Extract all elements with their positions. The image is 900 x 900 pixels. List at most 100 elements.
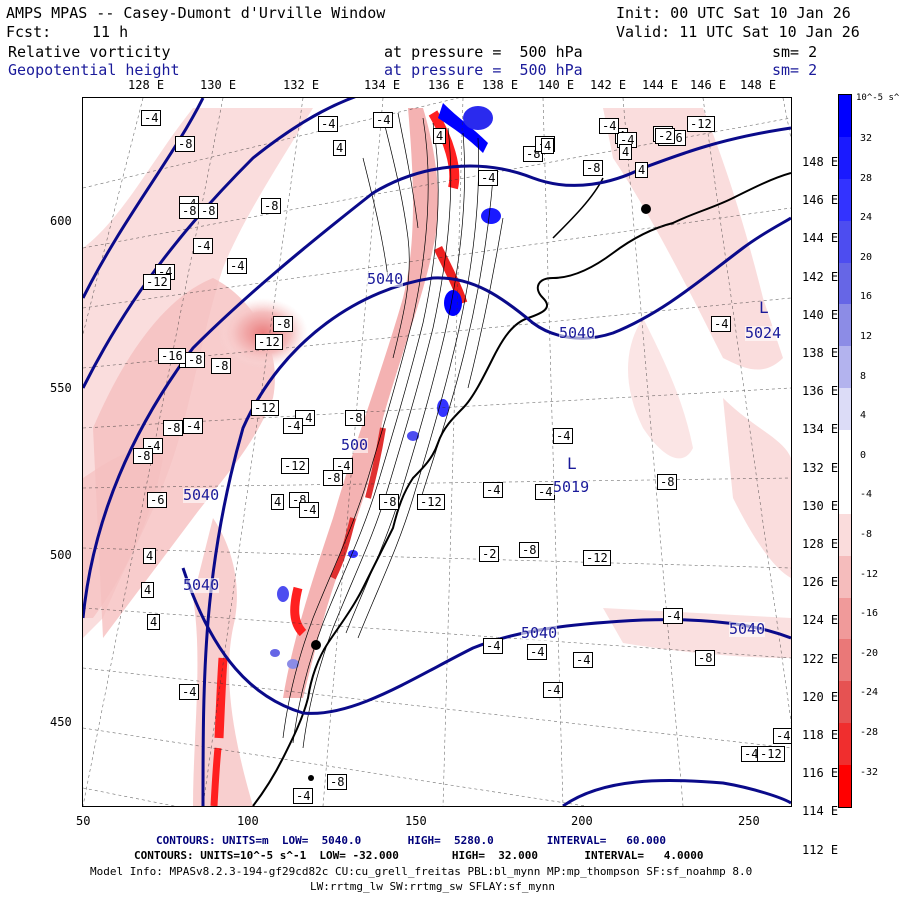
vorticity-contour-label: -12	[255, 334, 283, 350]
colorbar-tick: -16	[860, 608, 879, 620]
vorticity-contour-label: 4	[143, 548, 157, 564]
colorbar-tick: -12	[860, 568, 879, 580]
right-lon-label: 118 E	[802, 728, 839, 742]
y-tick: 550	[50, 381, 72, 395]
colorbar-segment	[839, 95, 851, 138]
coastline	[252, 172, 791, 806]
colorbar-unit: 10^-5 s^-1	[856, 93, 900, 103]
vorticity-contour-label: -4	[193, 238, 214, 254]
right-lon-label: 132 E	[802, 460, 839, 475]
top-lon-label: 130 E	[200, 78, 237, 92]
top-lon-label: 142 E	[590, 78, 627, 92]
vorticity-contour-label: -4	[478, 170, 499, 186]
vorticity-contour-label: -8	[261, 198, 282, 214]
colorbar-tick: -24	[860, 687, 879, 699]
colorbar-segment	[839, 681, 851, 724]
top-lon-label: 138 E	[482, 78, 519, 92]
vorticity-contour-label: 4	[271, 494, 285, 510]
right-lon-label: 116 E	[802, 766, 839, 781]
vorticity-contour-label: -4	[373, 112, 394, 128]
top-lon-label: 134 E	[364, 78, 401, 92]
vorticity-contour-label: -4	[527, 644, 548, 660]
vorticity-contour-label: -8	[323, 470, 344, 486]
footer-model-info: Model Info: MPASv8.2.3-194-gf29cd82c CU:…	[90, 865, 753, 878]
right-lon-label: 112 E	[802, 842, 839, 857]
strong-vorticity-streaks	[210, 110, 468, 806]
vorticity-contour-label: 4	[635, 162, 649, 178]
vorticity-contour-label: -4	[318, 116, 339, 132]
y-tick: 600	[50, 214, 72, 228]
vorticity-contour-label: 4	[333, 140, 347, 156]
low-pressure-marker: L	[567, 454, 577, 473]
height-contour-label: 5019	[553, 478, 590, 496]
low-pressure-marker: L	[759, 298, 769, 317]
right-lon-label: 146 E	[802, 193, 839, 208]
field1-sm: sm= 2	[772, 43, 818, 61]
right-lon-label: 142 E	[802, 269, 839, 284]
colorbar-segment	[839, 597, 851, 640]
vorticity-contour-label: -8	[273, 316, 294, 332]
init-time: Init: 00 UTC Sat 10 Jan 26	[616, 4, 851, 22]
vorticity-contour-label: -8	[345, 410, 366, 426]
right-lon-label: 122 E	[802, 651, 839, 666]
colorbar-segment	[839, 304, 851, 347]
vorticity-contour-label: -8	[198, 203, 219, 219]
right-lon-label: 126 E	[802, 575, 839, 590]
vorticity-contour-label: -4	[227, 258, 248, 274]
vorticity-contour-label: -12	[281, 458, 309, 474]
colorbar-tick: -8	[860, 529, 873, 540]
vorticity-contour-label: -2	[655, 128, 676, 144]
dense-vorticity-contours	[282, 112, 504, 749]
colorbar-segment	[839, 136, 851, 180]
colorbar-segment	[839, 346, 851, 389]
x-tick: 150	[405, 814, 427, 828]
vorticity-contour-label: 4	[147, 614, 161, 630]
top-lon-label: 140 E	[538, 78, 575, 92]
vorticity-contour-label: -6	[147, 492, 168, 508]
vorticity-contour-label: -8	[175, 136, 196, 152]
colorbar-segment	[839, 723, 851, 766]
vorticity-contour-label: -8	[211, 358, 232, 374]
top-lon-label: 128 E	[128, 78, 165, 92]
colorbar-tick: 28	[860, 172, 873, 184]
colorbar-segment	[839, 388, 851, 431]
footer-vorticity-contours: CONTOURS: UNITS=10^-5 s^-1 LOW= -32.000 …	[134, 849, 704, 862]
right-lon-label: 120 E	[802, 689, 839, 704]
vorticity-contour-label: 4	[541, 138, 555, 154]
height-contour-label: 5040	[183, 486, 220, 504]
right-lon-label: 124 E	[802, 613, 839, 628]
vorticity-contour-label: -8	[695, 650, 716, 666]
vorticity-contour-label: -4	[483, 638, 504, 654]
vorticity-contour-label: -16	[158, 348, 186, 364]
height-contour-label: 500	[341, 436, 369, 454]
station-marker	[308, 775, 314, 781]
vorticity-contour-label: -8	[163, 420, 184, 436]
positive-vorticity-fill	[270, 103, 501, 669]
right-lon-label: 128 E	[802, 537, 839, 551]
map-plot-area: -4-8-4-8-4-44-4-8-4-844-444-4-8-16-12-8-…	[82, 97, 792, 807]
y-tick: 500	[50, 548, 72, 562]
colorbar-tick: 8	[860, 370, 867, 382]
vorticity-contour-label: -4	[599, 118, 620, 134]
vorticity-contour-label: -4	[617, 132, 638, 148]
vorticity-contour-label: -4	[179, 684, 200, 700]
colorbar-tick: 20	[860, 251, 873, 263]
vorticity-contour-label: -4	[535, 484, 556, 500]
vorticity-contour-label: -4	[573, 652, 594, 668]
colorbar-segment	[839, 220, 851, 264]
vorticity-contour-label: -8	[289, 492, 310, 508]
x-tick: 50	[76, 814, 91, 828]
vorticity-contour-label: -12	[583, 550, 611, 566]
height-contour-label: 5040	[183, 576, 220, 594]
colorbar-tick: -4	[860, 489, 873, 501]
top-lon-label: 148 E	[740, 78, 777, 92]
vorticity-contour-label: -12	[251, 400, 279, 416]
vorticity-contour-label: -4	[773, 728, 791, 744]
right-lon-label: 130 E	[802, 498, 839, 513]
colorbar-segment	[839, 262, 851, 305]
footer-physics-info: LW:rrtmg_lw SW:rrtmg_sw SFLAY:sf_mynn	[310, 880, 556, 893]
field2-level: at pressure = 500 hPa	[384, 61, 583, 79]
vorticity-contour-label: -12	[143, 274, 171, 290]
vorticity-contour-label: -4	[183, 418, 204, 434]
colorbar-tick: 0	[860, 449, 867, 461]
